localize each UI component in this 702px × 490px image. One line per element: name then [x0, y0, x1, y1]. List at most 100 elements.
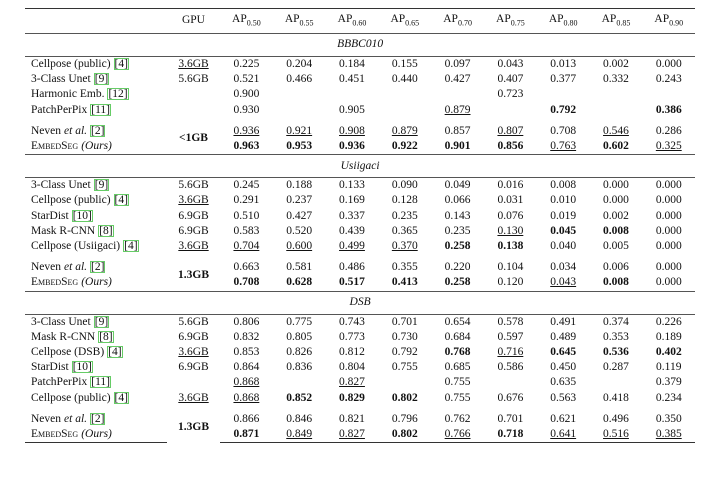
value-cell: 0.743: [326, 314, 379, 330]
value-cell-text: 0.684: [444, 330, 471, 343]
value-cell: 0.031: [484, 193, 537, 208]
method-cell: Neven et al. [2]: [25, 412, 167, 427]
value-cell: 0.000: [642, 224, 695, 239]
results-table: GPU AP0.50 AP0.55 AP0.60 AP0.65 AP0.70 AP0.75 A…: [25, 8, 696, 444]
value-cell: 0.499: [326, 239, 379, 254]
value-cell: 0.641: [536, 427, 590, 444]
method-cell: StarDist [10]: [25, 209, 167, 224]
method-cell: EmbedSeg (Ours): [25, 275, 167, 291]
value-cell: 0.235: [378, 209, 431, 224]
method-name: Cellpose (public): [31, 194, 111, 207]
value-cell: 0.879: [431, 103, 484, 118]
value-cell: 0.016: [484, 178, 537, 194]
value-cell-text: 0.204: [286, 58, 313, 70]
value-cell-text: 0.755: [444, 391, 471, 404]
citation: [2]: [90, 412, 106, 425]
ap-sub: 0.80: [563, 18, 578, 28]
data-row: 3-Class Unet [9] 5.6GB 0.806 0.775 0.743 0.701…: [25, 314, 695, 330]
value-cell: 0.000: [642, 260, 695, 275]
method-cell: Neven et al. [2]: [25, 260, 167, 275]
value-cell-text: 0.852: [286, 391, 313, 404]
section-row: Usiigaci: [25, 154, 696, 179]
ap-sub: 0.85: [616, 18, 631, 28]
method-name: Mask R-CNN: [31, 330, 96, 343]
gpu-cell-text: 3.6GB: [178, 58, 209, 70]
citation: [12]: [107, 88, 129, 101]
value-cell-text: 0.936: [233, 124, 260, 137]
value-cell: 0.853: [220, 345, 273, 360]
gpu-cell: 6.9GB: [167, 360, 220, 375]
gpu-cell: 3.6GB: [167, 345, 220, 360]
value-cell: [378, 375, 431, 390]
value-cell-text: 0.645: [550, 346, 577, 359]
value-cell-text: 0.000: [603, 179, 629, 192]
value-cell: 0.836: [273, 360, 326, 375]
value-cell: 0.466: [273, 72, 326, 87]
method-name: 3-Class Unet: [31, 179, 91, 192]
value-cell-text: 0.802: [391, 391, 418, 404]
value-cell: 0.868: [220, 375, 273, 390]
value-cell: 0.755: [431, 375, 484, 390]
gpu-cell-text: 5.6GB: [178, 179, 209, 192]
value-cell: 0.005: [590, 239, 643, 254]
value-cell-text: 0.723: [497, 88, 524, 101]
value-cell-text: 0.676: [497, 391, 524, 404]
value-cell-text: 0.353: [603, 330, 629, 343]
value-cell: 0.119: [642, 360, 695, 375]
value-cell: 0.043: [484, 57, 537, 73]
value-cell: 0.900: [220, 87, 273, 102]
value-cell: 0.000: [642, 178, 695, 194]
value-cell: 0.621: [537, 412, 590, 427]
value-cell: 0.439: [326, 224, 379, 239]
value-cell: 0.755: [431, 391, 484, 406]
data-row: Mask R-CNN [8] 6.9GB 0.832 0.805 0.773 0.730 0.…: [25, 330, 695, 345]
value-cell-text: 0.418: [603, 391, 629, 404]
value-cell-text: 0.225: [233, 58, 260, 70]
method-name: Cellpose (Usiigaci): [31, 240, 121, 253]
value-cell: [273, 87, 326, 102]
gpu-cell-text: 3.6GB: [178, 240, 209, 253]
data-row: EmbedSeg (Ours) 0.708 0.628 0.517 0.413 0.258 0…: [25, 275, 695, 291]
value-cell-text: 0.286: [655, 124, 682, 137]
value-cell: 0.385: [642, 427, 696, 444]
value-cell: 0.821: [326, 412, 379, 427]
gpu-cell: 5.6GB: [167, 72, 220, 87]
value-cell: [484, 375, 537, 390]
gpu-cell: 3.6GB: [167, 193, 220, 208]
value-cell-text: 0.040: [550, 240, 577, 253]
value-cell-text: 0.602: [603, 140, 629, 153]
value-cell-text: 0.407: [497, 73, 524, 86]
value-cell: [378, 103, 431, 118]
value-cell-text: 0.763: [550, 140, 577, 153]
value-cell-text: 0.370: [391, 240, 418, 253]
value-cell: 0.204: [273, 57, 326, 73]
value-cell: 0.355: [378, 260, 431, 275]
value-cell-text: 0.908: [339, 124, 365, 137]
value-cell-text: 0.921: [286, 124, 313, 137]
value-cell-text: 0.427: [444, 73, 471, 86]
value-cell-text: 0.621: [550, 412, 577, 425]
value-cell: [484, 103, 537, 118]
value-cell-text: 0.188: [286, 179, 313, 192]
method-name: Neven: [31, 124, 62, 137]
gpu-cell: 3.6GB: [167, 391, 220, 406]
value-cell-text: 0.846: [286, 412, 313, 425]
value-cell: 0.066: [431, 193, 484, 208]
ap-header: AP0.70: [431, 8, 484, 34]
value-cell: 0.827: [325, 427, 379, 444]
method-cell: Cellpose (Usiigaci) [4]: [25, 239, 167, 254]
value-cell: 0.807: [484, 124, 537, 139]
value-cell: 0.936: [220, 124, 273, 139]
value-cell: 0.155: [378, 57, 431, 73]
value-cell: 0.963: [220, 139, 273, 155]
value-cell: 0.337: [326, 209, 379, 224]
value-cell-text: 0.796: [391, 412, 418, 425]
value-cell: 0.864: [220, 360, 273, 375]
gpu-text: <1GB: [179, 132, 208, 145]
method-cell: Cellpose (public) [4]: [25, 193, 167, 208]
value-cell: 0.413: [378, 275, 431, 291]
value-cell: 0.763: [537, 139, 590, 155]
method-cell: 3-Class Unet [9]: [25, 178, 167, 194]
value-cell: 0.013: [537, 57, 590, 73]
value-cell-text: 0.000: [655, 261, 682, 274]
